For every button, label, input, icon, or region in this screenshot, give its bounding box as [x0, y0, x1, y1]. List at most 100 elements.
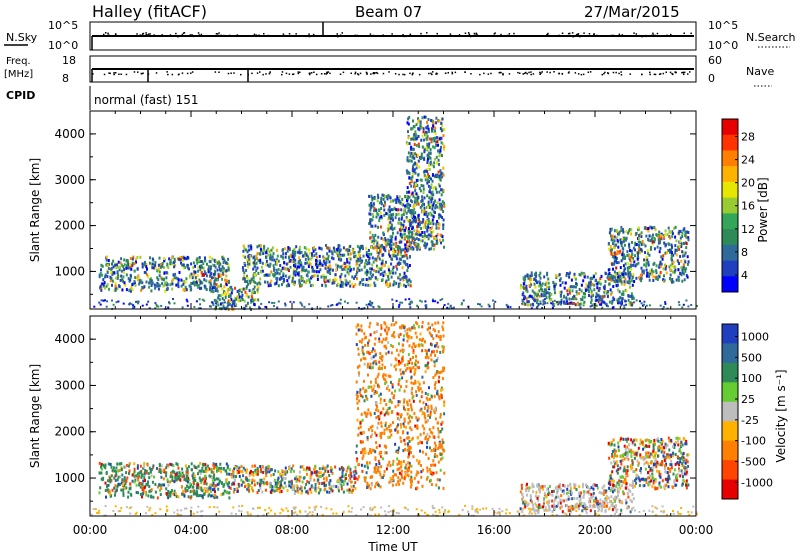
echo-cell	[434, 199, 437, 203]
nave-point	[641, 73, 643, 76]
echo-cell	[419, 120, 422, 124]
echo-cell	[580, 283, 583, 287]
echo-cell	[363, 379, 365, 383]
echo-cell	[210, 467, 213, 471]
nsearch-point	[148, 35, 150, 37]
echo-cell	[393, 335, 396, 339]
echo-cell	[325, 244, 327, 247]
echo-cell	[329, 264, 332, 268]
echo-cell	[623, 304, 626, 307]
echo-cell	[345, 469, 348, 473]
echo-cell	[373, 268, 375, 272]
echo-cell	[384, 421, 387, 425]
echo-cell	[598, 303, 601, 306]
echo-cell	[616, 256, 618, 260]
nsearch-point	[403, 35, 406, 38]
echo-cell	[300, 275, 303, 279]
echo-cell	[301, 304, 304, 307]
echo-cell	[123, 476, 126, 480]
echo-cell	[423, 202, 425, 206]
echo-cell	[339, 258, 342, 262]
echo-cell	[264, 305, 267, 308]
echo-cell	[270, 473, 273, 477]
echo-cell	[197, 258, 200, 262]
echo-cell	[327, 470, 330, 474]
echo-cell	[318, 467, 321, 471]
nave-point	[329, 72, 331, 75]
nsearch-point	[494, 32, 496, 34]
echo-cell	[554, 291, 556, 295]
echo-cell	[433, 129, 436, 133]
echo-cell	[358, 282, 361, 286]
echo-cell	[587, 290, 590, 294]
echo-cell	[216, 469, 219, 473]
echo-cell	[434, 417, 437, 421]
echo-cell	[400, 439, 403, 443]
echo-cell	[611, 299, 614, 303]
echo-cell	[282, 248, 284, 252]
echo-cell	[366, 481, 369, 485]
echo-cell	[395, 201, 398, 204]
echo-cell	[537, 284, 540, 288]
nsearch-point	[107, 34, 109, 36]
echo-cell	[144, 271, 147, 275]
echo-cell	[139, 255, 142, 259]
echo-cell	[427, 237, 430, 241]
echo-cell	[184, 487, 187, 491]
echo-cell	[289, 300, 292, 303]
nave-point	[256, 72, 259, 74]
echo-cell	[441, 171, 444, 175]
echo-cell	[220, 470, 223, 474]
echo-cell	[116, 287, 119, 291]
echo-cell	[185, 288, 188, 292]
echo-cell	[630, 294, 633, 298]
echo-cell	[146, 267, 148, 271]
echo-cell	[594, 279, 597, 283]
echo-cell	[251, 486, 253, 490]
echo-cell	[687, 238, 690, 242]
echo-cell	[196, 494, 199, 498]
echo-cell	[106, 484, 109, 488]
nave-point	[539, 73, 541, 75]
nave-point	[479, 73, 481, 76]
echo-cell	[647, 274, 650, 278]
echo-cell	[190, 282, 193, 285]
echo-cell	[339, 255, 342, 259]
echo-cell	[122, 493, 125, 497]
nave-point	[118, 73, 120, 75]
echo-cell	[242, 466, 245, 470]
nave-point	[519, 72, 521, 74]
echo-cell	[406, 218, 409, 222]
echo-cell	[436, 173, 439, 177]
echo-cell	[266, 280, 269, 284]
echo-cell	[387, 275, 390, 279]
echo-cell	[598, 300, 601, 304]
echo-cell	[656, 277, 659, 281]
echo-cell	[653, 261, 656, 265]
echo-cell	[149, 468, 152, 472]
echo-cell	[544, 294, 547, 297]
echo-cell	[337, 478, 340, 482]
echo-cell	[581, 298, 584, 302]
echo-cell	[352, 285, 355, 289]
echo-cell	[435, 371, 438, 375]
echo-cell	[205, 482, 208, 486]
echo-cell	[553, 304, 556, 307]
echo-cell	[356, 457, 359, 461]
echo-cell	[431, 129, 433, 133]
echo-cell	[684, 251, 687, 255]
echo-cell	[169, 462, 172, 466]
echo-cell	[191, 474, 194, 478]
echo-cell	[440, 207, 443, 211]
echo-cell	[419, 124, 422, 127]
echo-cell	[639, 307, 642, 310]
echo-cell	[260, 265, 263, 269]
echo-cell	[316, 480, 319, 484]
nsearch-point	[353, 35, 355, 37]
echo-cell	[138, 481, 141, 485]
echo-cell	[118, 268, 121, 272]
echo-cell	[434, 132, 437, 136]
echo-cell	[317, 486, 320, 490]
echo-cell	[391, 216, 394, 220]
echo-cell	[172, 273, 175, 277]
